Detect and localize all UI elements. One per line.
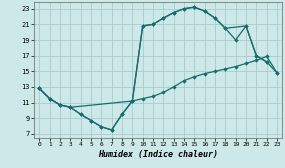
X-axis label: Humidex (Indice chaleur): Humidex (Indice chaleur) [98,150,218,159]
